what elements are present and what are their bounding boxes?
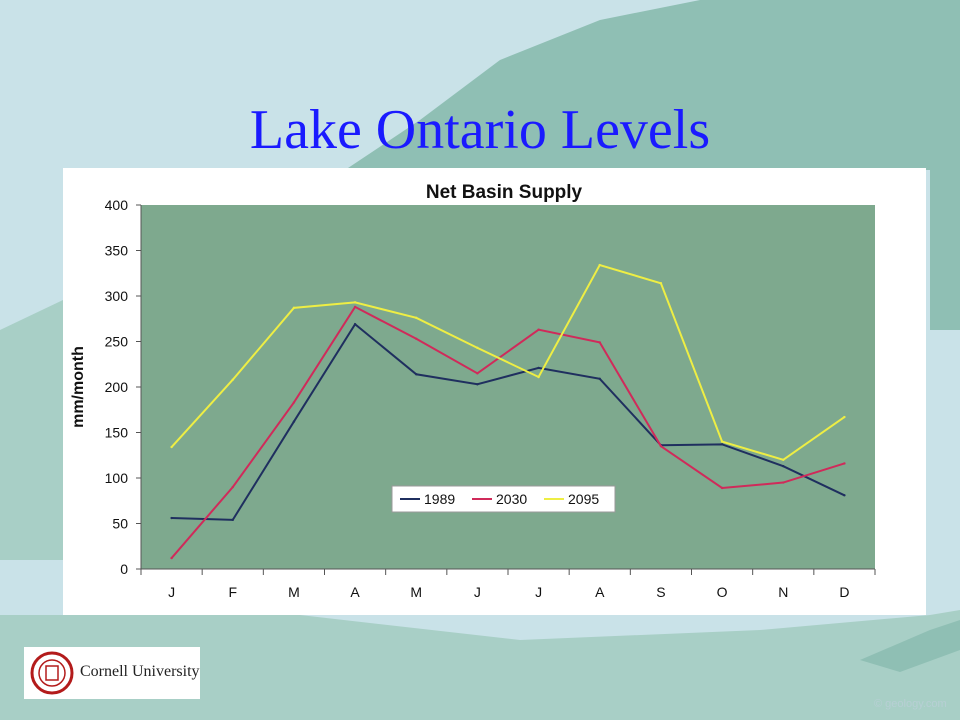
data-point-2030 [353, 305, 357, 309]
data-point-1989 [843, 494, 846, 497]
legend: 1989 2030 2095 [391, 485, 616, 513]
x-tick-label: J [168, 584, 175, 600]
plot-area [141, 205, 875, 569]
data-point-1989 [231, 518, 234, 522]
land-west [0, 300, 63, 560]
data-point-2030 [782, 481, 785, 484]
data-point-2095 [598, 263, 601, 267]
land-northeast [330, 0, 960, 330]
y-axis-label: mm/month [70, 346, 87, 428]
x-tick-label: J [535, 584, 542, 600]
y-tick-label: 250 [105, 334, 129, 350]
data-point-2095 [292, 306, 296, 310]
cornell-seal-icon [30, 651, 74, 695]
legend-label-2095: 2095 [568, 491, 599, 507]
legend-box [391, 485, 616, 513]
logo-text: Cornell University [80, 663, 200, 680]
series-line-2095 [170, 263, 845, 461]
y-tick-label: 150 [105, 425, 129, 441]
data-point-2095 [537, 375, 540, 379]
x-tick-label: A [595, 584, 605, 600]
data-point-2030 [170, 556, 173, 560]
x-tick-label: A [350, 584, 360, 600]
data-point-2030 [231, 485, 234, 489]
chart-panel: Net Basin Supply 0 50 100 150 200 250 300 350 40… [63, 168, 926, 615]
y-tick-label: 50 [112, 516, 128, 532]
data-point-2095 [170, 445, 173, 449]
long-island [860, 620, 960, 672]
net-basin-supply-chart: Net Basin Supply 0 50 100 150 200 250 300 350 40… [70, 182, 876, 600]
data-point-2095 [659, 282, 663, 285]
data-point-1989 [537, 366, 540, 370]
data-point-2095 [415, 316, 418, 320]
x-tick-label: M [410, 584, 422, 600]
x-tick-label: N [778, 584, 788, 600]
legend-label-1989: 1989 [424, 491, 455, 507]
data-point-1989 [598, 377, 601, 381]
data-point-2030 [537, 328, 540, 331]
data-point-1989 [782, 464, 785, 468]
y-tick-label: 350 [105, 243, 129, 259]
data-point-2030 [659, 444, 663, 448]
data-point-1989 [170, 516, 173, 520]
data-point-1989 [415, 373, 418, 376]
data-point-1989 [476, 383, 479, 386]
data-point-2095 [720, 440, 724, 443]
x-tick-label: M [288, 584, 300, 600]
x-tick-label: O [717, 584, 728, 600]
y-tick-label: 400 [105, 197, 129, 213]
chart-title: Net Basin Supply [426, 182, 583, 203]
data-point-2030 [415, 337, 418, 340]
series-line-2030 [170, 305, 845, 559]
data-point-1989 [292, 420, 296, 423]
y-axis: 0 50 100 150 200 250 300 350 400 [105, 197, 142, 577]
data-point-2030 [843, 462, 846, 465]
data-point-2095 [843, 415, 846, 419]
data-point-2095 [231, 378, 234, 381]
data-point-2095 [353, 301, 357, 304]
y-tick-label: 300 [105, 288, 129, 304]
data-point-2030 [292, 401, 296, 404]
x-tick-label: D [839, 584, 849, 600]
series-lines [170, 263, 846, 560]
data-point-2095 [782, 458, 785, 461]
x-tick-label: F [228, 584, 237, 600]
legend-label-2030: 2030 [496, 491, 527, 507]
data-point-1989 [353, 323, 357, 326]
slide-title: Lake Ontario Levels [249, 99, 711, 161]
cornell-logo: Cornell University [24, 647, 200, 699]
y-tick-label: 100 [105, 470, 129, 486]
data-point-2030 [476, 372, 479, 375]
data-point-2095 [476, 346, 479, 350]
x-tick-label: J [474, 584, 481, 600]
y-tick-label: 0 [120, 561, 128, 577]
watermark: © geology.com [874, 698, 947, 710]
data-point-2030 [720, 486, 724, 490]
land-south [0, 610, 960, 720]
y-tick-label: 200 [105, 379, 129, 395]
series-line-1989 [171, 322, 845, 521]
data-point-2030 [598, 341, 601, 344]
x-tick-label: S [656, 584, 665, 600]
data-point-1989 [720, 443, 724, 446]
